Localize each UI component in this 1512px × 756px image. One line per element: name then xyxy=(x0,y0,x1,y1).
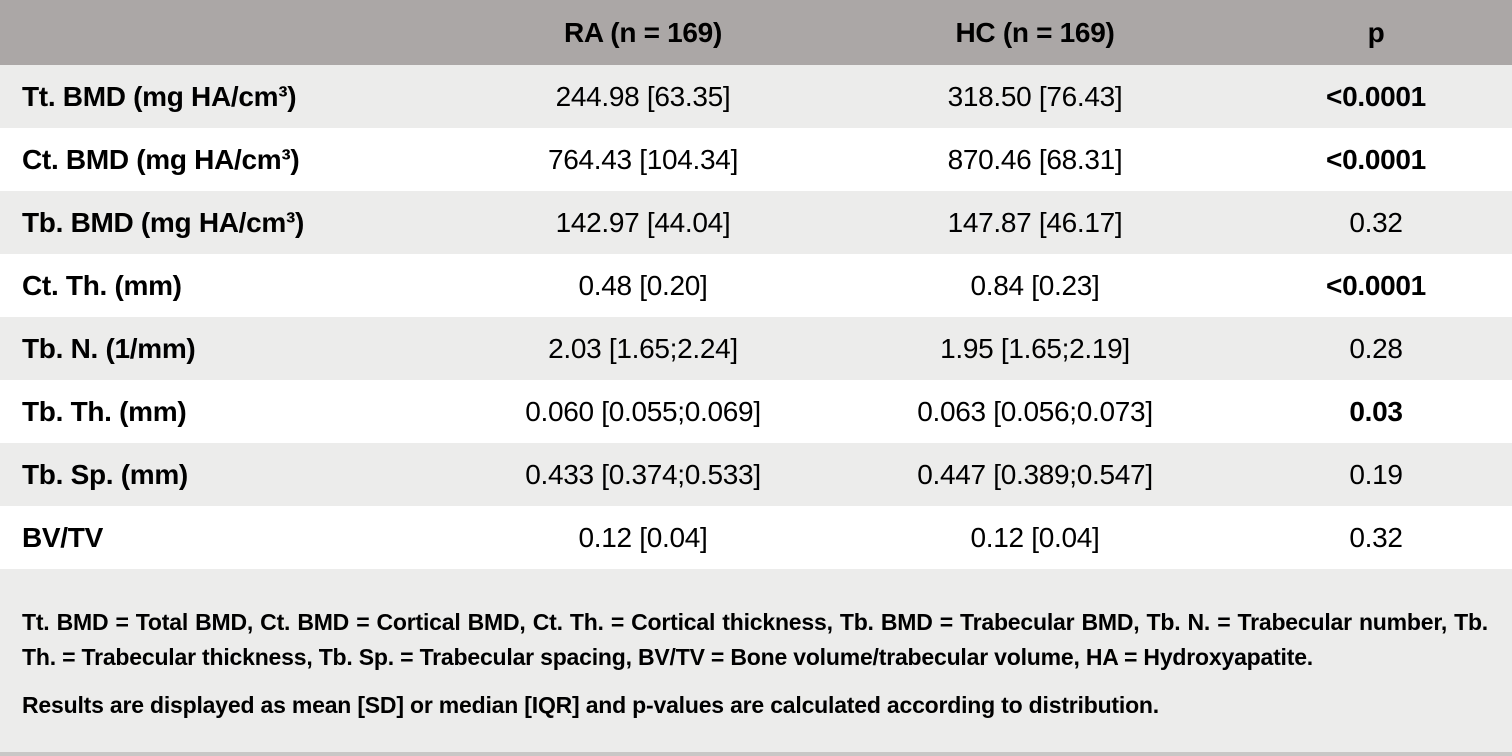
row-label: Ct. Th. (mm) xyxy=(22,269,182,301)
header-parameter xyxy=(0,0,460,65)
hc-value: 870.46 [68.31] xyxy=(947,143,1123,175)
hc-value: 0.84 [0.23] xyxy=(970,269,1100,301)
header-p-value: p xyxy=(1367,16,1385,48)
spacer-cell xyxy=(1508,317,1512,380)
table-header-row: RA (n = 169) HC (n = 169) p xyxy=(0,0,1512,65)
statistics-note: Results are displayed as mean [SD] or me… xyxy=(22,691,1159,718)
spacer-cell xyxy=(1508,254,1512,317)
ra-value: 764.43 [104.34] xyxy=(547,143,739,175)
header-hc-group: HC (n = 169) xyxy=(955,16,1115,48)
table-row: Tb. N. (1/mm) 2.03 [1.65;2.24] 1.95 [1.6… xyxy=(0,317,1512,380)
table-row: Tb. BMD (mg HA/cm³) 142.97 [44.04] 147.8… xyxy=(0,191,1512,254)
table-row: Tb. Sp. (mm) 0.433 [0.374;0.533] 0.447 [… xyxy=(0,443,1512,506)
ra-value: 0.12 [0.04] xyxy=(578,521,708,553)
table-row: Ct. BMD (mg HA/cm³) 764.43 [104.34] 870.… xyxy=(0,128,1512,191)
table-row: Ct. Th. (mm) 0.48 [0.20] 0.84 [0.23] <0.… xyxy=(0,254,1512,317)
spacer-cell xyxy=(1508,506,1512,569)
spacer-cell xyxy=(1508,65,1512,128)
ra-value: 142.97 [44.04] xyxy=(555,206,731,238)
spacer-cell xyxy=(1508,443,1512,506)
table-row: Tt. BMD (mg HA/cm³) 244.98 [63.35] 318.5… xyxy=(0,65,1512,128)
abbreviation-legend: Tt. BMD = Total BMD, Ct. BMD = Cortical … xyxy=(22,609,1488,670)
p-value: <0.0001 xyxy=(1326,269,1426,301)
row-label: Tb. BMD (mg HA/cm³) xyxy=(22,206,305,238)
header-spacer xyxy=(1508,0,1512,65)
hc-value: 0.447 [0.389;0.547] xyxy=(917,458,1153,490)
p-value: 0.32 xyxy=(1349,206,1403,238)
ra-value: 2.03 [1.65;2.24] xyxy=(548,332,738,364)
table-row: Tb. Th. (mm) 0.060 [0.055;0.069] 0.063 [… xyxy=(0,380,1512,443)
header-ra-group: RA (n = 169) xyxy=(564,16,722,48)
hc-value: 318.50 [76.43] xyxy=(947,80,1123,112)
hc-value: 0.063 [0.056;0.073] xyxy=(917,395,1153,427)
p-value: <0.0001 xyxy=(1326,143,1426,175)
row-label: Tt. BMD (mg HA/cm³) xyxy=(22,80,297,112)
hc-value: 147.87 [46.17] xyxy=(947,206,1123,238)
row-label: Tb. N. (1/mm) xyxy=(22,332,196,364)
bone-microstructure-table: RA (n = 169) HC (n = 169) p Tt. BMD (mg … xyxy=(0,0,1512,569)
ra-value: 0.060 [0.055;0.069] xyxy=(525,395,761,427)
row-label: Tb. Sp. (mm) xyxy=(22,458,188,490)
p-value: <0.0001 xyxy=(1326,80,1426,112)
p-value: 0.03 xyxy=(1349,395,1403,427)
ra-value: 0.433 [0.374;0.533] xyxy=(525,458,761,490)
row-label: BV/TV xyxy=(22,521,103,553)
row-label: Tb. Th. (mm) xyxy=(22,395,187,427)
ra-value: 0.48 [0.20] xyxy=(578,269,708,301)
table-footnote: Tt. BMD = Total BMD, Ct. BMD = Cortical … xyxy=(0,569,1512,752)
p-value: 0.28 xyxy=(1349,332,1403,364)
row-label: Ct. BMD (mg HA/cm³) xyxy=(22,143,300,175)
p-value: 0.19 xyxy=(1349,458,1403,490)
spacer-cell xyxy=(1508,191,1512,254)
ra-value: 244.98 [63.35] xyxy=(555,80,731,112)
table-row: BV/TV 0.12 [0.04] 0.12 [0.04] 0.32 xyxy=(0,506,1512,569)
spacer-cell xyxy=(1508,128,1512,191)
p-value: 0.32 xyxy=(1349,521,1403,553)
hc-value: 0.12 [0.04] xyxy=(970,521,1100,553)
spacer-cell xyxy=(1508,380,1512,443)
hc-value: 1.95 [1.65;2.19] xyxy=(940,332,1130,364)
